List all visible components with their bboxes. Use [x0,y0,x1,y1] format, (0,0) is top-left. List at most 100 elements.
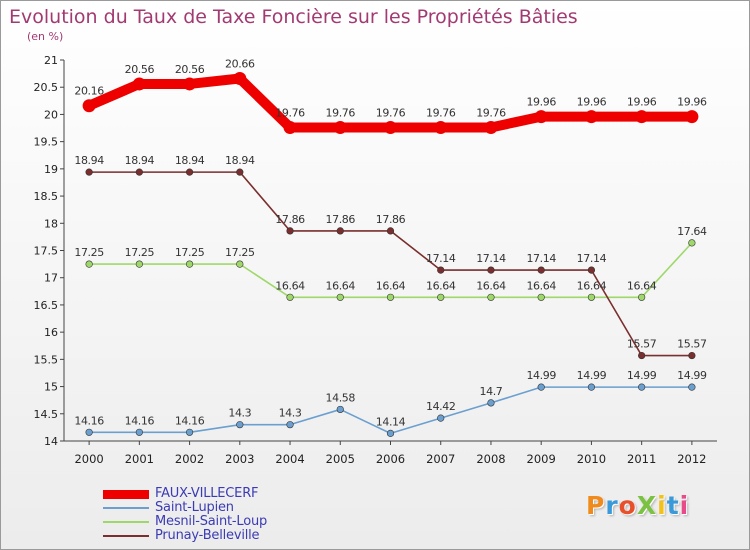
data-point [638,383,646,391]
legend-swatch [103,521,149,523]
data-point [132,77,146,91]
data-point [85,168,93,176]
data-label: 17.14 [476,252,506,265]
data-label: 14.58 [326,391,356,404]
data-label: 19.76 [275,106,305,119]
data-label: 14.99 [677,369,707,382]
data-point [135,168,143,176]
data-label: 17.25 [225,246,255,259]
x-tick-label: 2010 [577,452,606,466]
legend: FAUX-VILLECERF Saint-Lupien Mesnil-Saint-L… [103,486,363,543]
x-tick-label: 2009 [527,452,556,466]
data-label: 17.86 [275,213,305,226]
data-label: 14.16 [74,414,104,427]
data-point [236,168,244,176]
data-point [236,260,244,268]
x-tick-label: 2004 [275,452,304,466]
data-point [286,421,294,429]
data-label: 14.42 [426,400,456,413]
data-point [487,266,495,274]
data-point [185,260,194,268]
data-point [333,120,347,134]
data-label: 14.99 [577,369,607,382]
data-point [635,110,649,124]
data-label: 18.94 [175,154,205,167]
data-point [286,293,294,301]
data-label: 14.99 [526,369,556,382]
data-point [484,120,498,134]
data-label: 20.56 [125,63,155,76]
data-label: 17.14 [526,252,556,265]
data-point [135,428,143,436]
y-tick-label: 20 [44,108,58,121]
data-label: 14.16 [175,414,205,427]
data-label: 19.76 [376,106,406,119]
data-point [336,293,344,301]
data-label: 19.76 [426,106,456,119]
data-point [386,293,395,301]
data-point [587,266,596,274]
data-label: 14.3 [228,407,251,420]
legend-swatch [103,489,149,499]
data-label: 16.64 [326,279,356,292]
data-point [286,227,294,235]
data-point [336,405,344,414]
data-point [384,120,397,134]
y-tick-label: 15 [44,381,58,394]
data-label: 16.64 [376,279,406,292]
x-tick-label: 2008 [476,452,505,466]
data-label: 18.94 [125,154,155,167]
data-point [587,293,596,301]
proxiti-logo: ProXiti [586,491,690,520]
legend-item: Mesnil-Saint-Loup [103,514,363,529]
data-point [688,239,696,247]
data-label: 17.25 [74,246,104,259]
data-label: 17.14 [577,252,607,265]
data-label: 19.96 [627,96,657,109]
y-tick-label: 16.5 [34,299,59,312]
legend-item: Saint-Lupien [103,500,363,515]
data-point [537,266,545,274]
data-point [336,227,344,235]
data-point [85,428,93,436]
y-tick-label: 19 [44,163,58,176]
x-tick-label: 2002 [175,452,204,466]
data-label: 17.25 [125,246,155,259]
legend-item: Prunay-Belleville [103,528,363,543]
legend-label: Prunay-Belleville [155,528,260,543]
legend-item: FAUX-VILLECERF [103,486,363,501]
data-point [82,99,96,113]
legend-label: Mesnil-Saint-Loup [155,514,268,529]
legend-swatch [103,507,149,509]
x-tick-label: 2000 [74,452,103,466]
data-label: 14.7 [480,385,503,398]
data-label: 18.94 [225,154,255,167]
data-label: 14.99 [627,369,657,382]
legend-label: FAUX-VILLECERF [155,486,259,501]
data-point [386,429,395,437]
x-tick-label: 2001 [125,452,154,466]
data-point [534,110,548,124]
data-label: 17.64 [677,225,707,238]
data-label: 18.94 [74,154,104,167]
x-tick-label: 2011 [627,452,656,466]
x-tick-label: 2006 [376,452,405,466]
data-label: 14.14 [376,415,406,428]
data-label: 17.14 [426,252,456,265]
data-point [638,293,646,301]
x-tick-label: 2007 [426,452,455,466]
data-point [185,428,194,436]
data-point [537,293,545,301]
data-label: 20.56 [175,63,205,76]
y-tick-label: 17 [44,272,58,285]
data-point [638,351,646,360]
data-label: 17.86 [326,213,356,226]
data-label: 20.16 [74,85,104,98]
data-point [233,72,247,86]
y-tick-label: 19.5 [34,136,59,149]
data-label: 19.76 [326,106,356,119]
data-point [434,120,448,134]
data-point [437,266,445,274]
